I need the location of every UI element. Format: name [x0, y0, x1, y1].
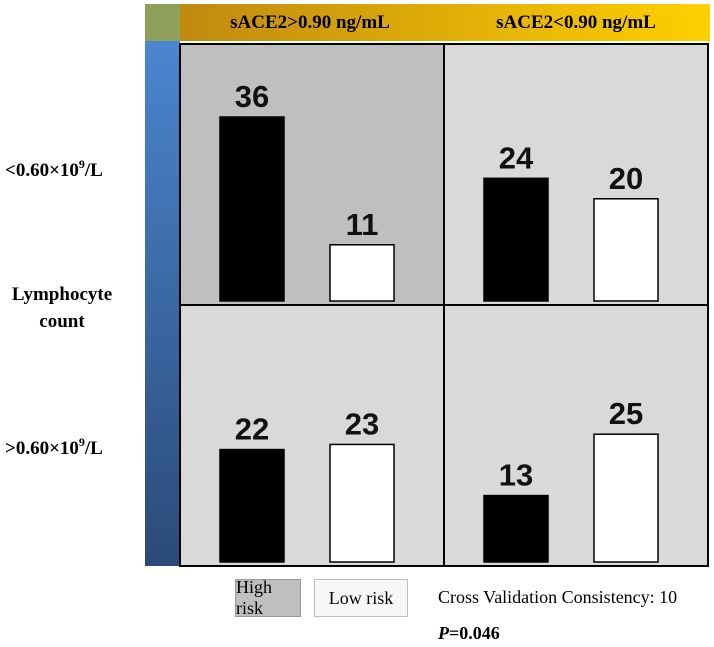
data-label-low-r2-c2: 25 [609, 396, 643, 431]
column-header-1: sACE2>0.90 ng/mL [230, 12, 390, 33]
data-label-high-r1-c1: 36 [235, 79, 269, 114]
bar-low-r1-c1 [329, 244, 395, 302]
data-label-low-r2-c1: 23 [345, 406, 379, 441]
bar-high-r1-c2 [483, 177, 549, 302]
row-side-band [145, 41, 180, 566]
data-label-high-r2-c2: 13 [499, 458, 533, 493]
row-axis-title-line-2: count [39, 311, 85, 332]
legend-low-risk: Low risk [314, 579, 408, 617]
column-header-2: sACE2<0.90 ng/mL [496, 12, 656, 33]
bar-high-r2-c1 [219, 448, 285, 563]
legend-high-risk: High risk [235, 577, 301, 618]
data-label-high-r1-c2: 24 [499, 140, 534, 175]
corner-cell [145, 4, 180, 41]
bar-high-r1-c1 [219, 116, 285, 302]
cross-validation-consistency: Cross Validation Consistency: 10 [438, 587, 678, 607]
bar-high-r2-c2 [483, 494, 549, 563]
data-label-low-r1-c2: 20 [609, 161, 643, 196]
row-label-1: <0.60×109/L [5, 157, 103, 181]
data-label-high-r2-c1: 22 [235, 412, 269, 447]
column-header-band [180, 4, 710, 41]
bar-low-r2-c1 [329, 443, 395, 563]
bar-low-r1-c2 [593, 198, 659, 302]
row-label-2: >0.60×109/L [5, 435, 103, 459]
bars: 36 11 24 20 22 23 13 25 [219, 79, 659, 563]
row-axis-title-line-1: Lymphocyte [12, 284, 112, 305]
bar-low-r2-c2 [593, 433, 659, 563]
p-value: P=0.046 [438, 623, 500, 643]
data-label-low-r1-c1: 11 [346, 207, 379, 242]
